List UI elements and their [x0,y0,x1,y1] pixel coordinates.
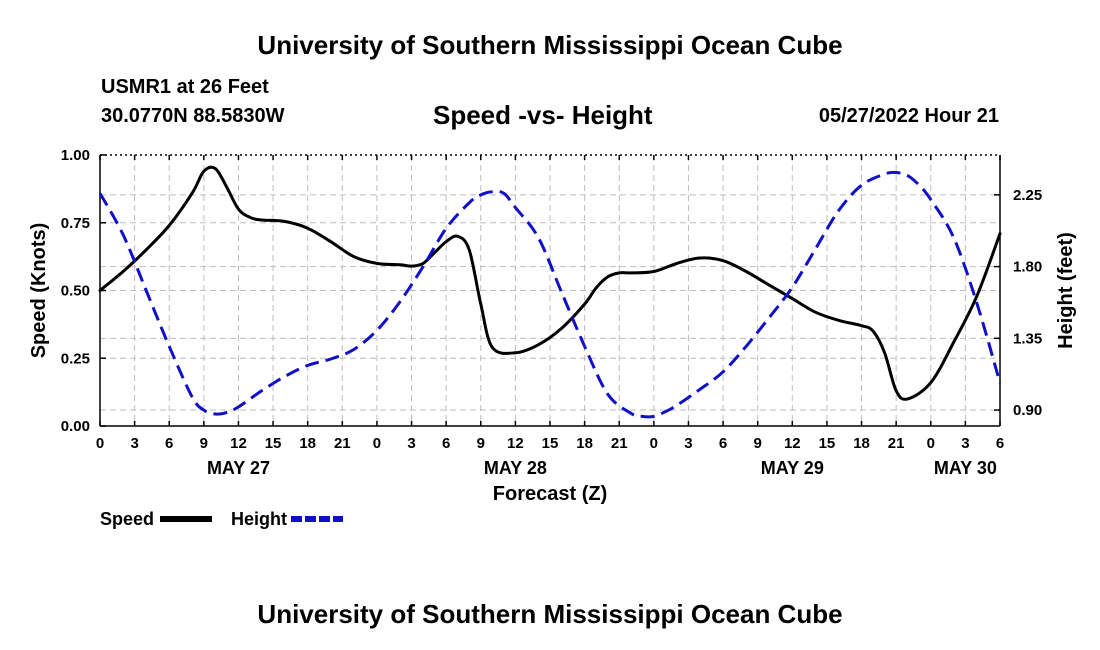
x-axis-label: Forecast (Z) [493,483,607,505]
x-tick-label: 6 [165,435,173,452]
x-tick-label: 15 [265,435,282,452]
y-tick-label: 0.25 [61,350,90,367]
legend-label-speed: Speed [100,509,154,529]
x-tick-label: 3 [130,435,138,452]
day-label: MAY 29 [761,458,824,478]
legend-label-height: Height [231,509,287,529]
x-tick-label: 12 [784,435,801,452]
x-tick-label: 9 [477,435,485,452]
x-tick-label: 15 [819,435,836,452]
y-axis-label: Speed (Knots) [28,223,50,359]
x-tick-label: 6 [719,435,727,452]
height-series-line [98,170,1002,419]
x-tick-label: 6 [996,435,1004,452]
chart-title: Speed -vs- Height [433,100,653,130]
x-tick-label: 18 [576,435,593,452]
y2-tick-label: 1.80 [1013,259,1042,276]
x-tick-label: 3 [407,435,415,452]
y2-tick-label: 1.35 [1013,330,1042,347]
y2-axis-label: Height (feet) [1055,232,1077,349]
x-tick-label: 21 [334,435,351,452]
x-tick-label: 12 [507,435,524,452]
footer-title: University of Southern Mississippi Ocean… [257,599,843,629]
x-tick-label: 15 [542,435,559,452]
y-tick-label: 0.00 [61,418,90,435]
forecast-run-time: 05/27/2022 Hour 21 [818,105,999,127]
x-tick-label: 18 [853,435,870,452]
day-label: MAY 30 [934,458,997,478]
x-tick-label: 0 [927,435,935,452]
x-tick-label: 21 [611,435,628,452]
day-label: MAY 27 [207,458,270,478]
y2-tick-label: 2.25 [1013,187,1042,204]
station-name: USMR1 at 26 Feet [101,76,269,98]
x-tick-label: 12 [230,435,247,452]
x-tick-label: 3 [684,435,692,452]
x-tick-label: 9 [754,435,762,452]
x-tick-label: 3 [961,435,969,452]
y-tick-label: 0.50 [61,283,90,300]
day-label: MAY 28 [484,458,547,478]
speed-series-line [98,165,1002,401]
station-coordinates: 30.0770N 88.5830W [101,105,285,127]
x-tick-label: 0 [96,435,104,452]
y2-tick-label: 0.90 [1013,402,1042,419]
y-tick-label: 0.75 [61,215,90,232]
x-tick-label: 0 [650,435,658,452]
x-tick-label: 18 [299,435,316,452]
x-tick-label: 21 [888,435,905,452]
y-tick-label: 1.00 [61,147,90,164]
x-tick-label: 0 [373,435,381,452]
x-tick-label: 6 [442,435,450,452]
main-title: University of Southern Mississippi Ocean… [257,30,843,60]
x-tick-label: 9 [200,435,208,452]
